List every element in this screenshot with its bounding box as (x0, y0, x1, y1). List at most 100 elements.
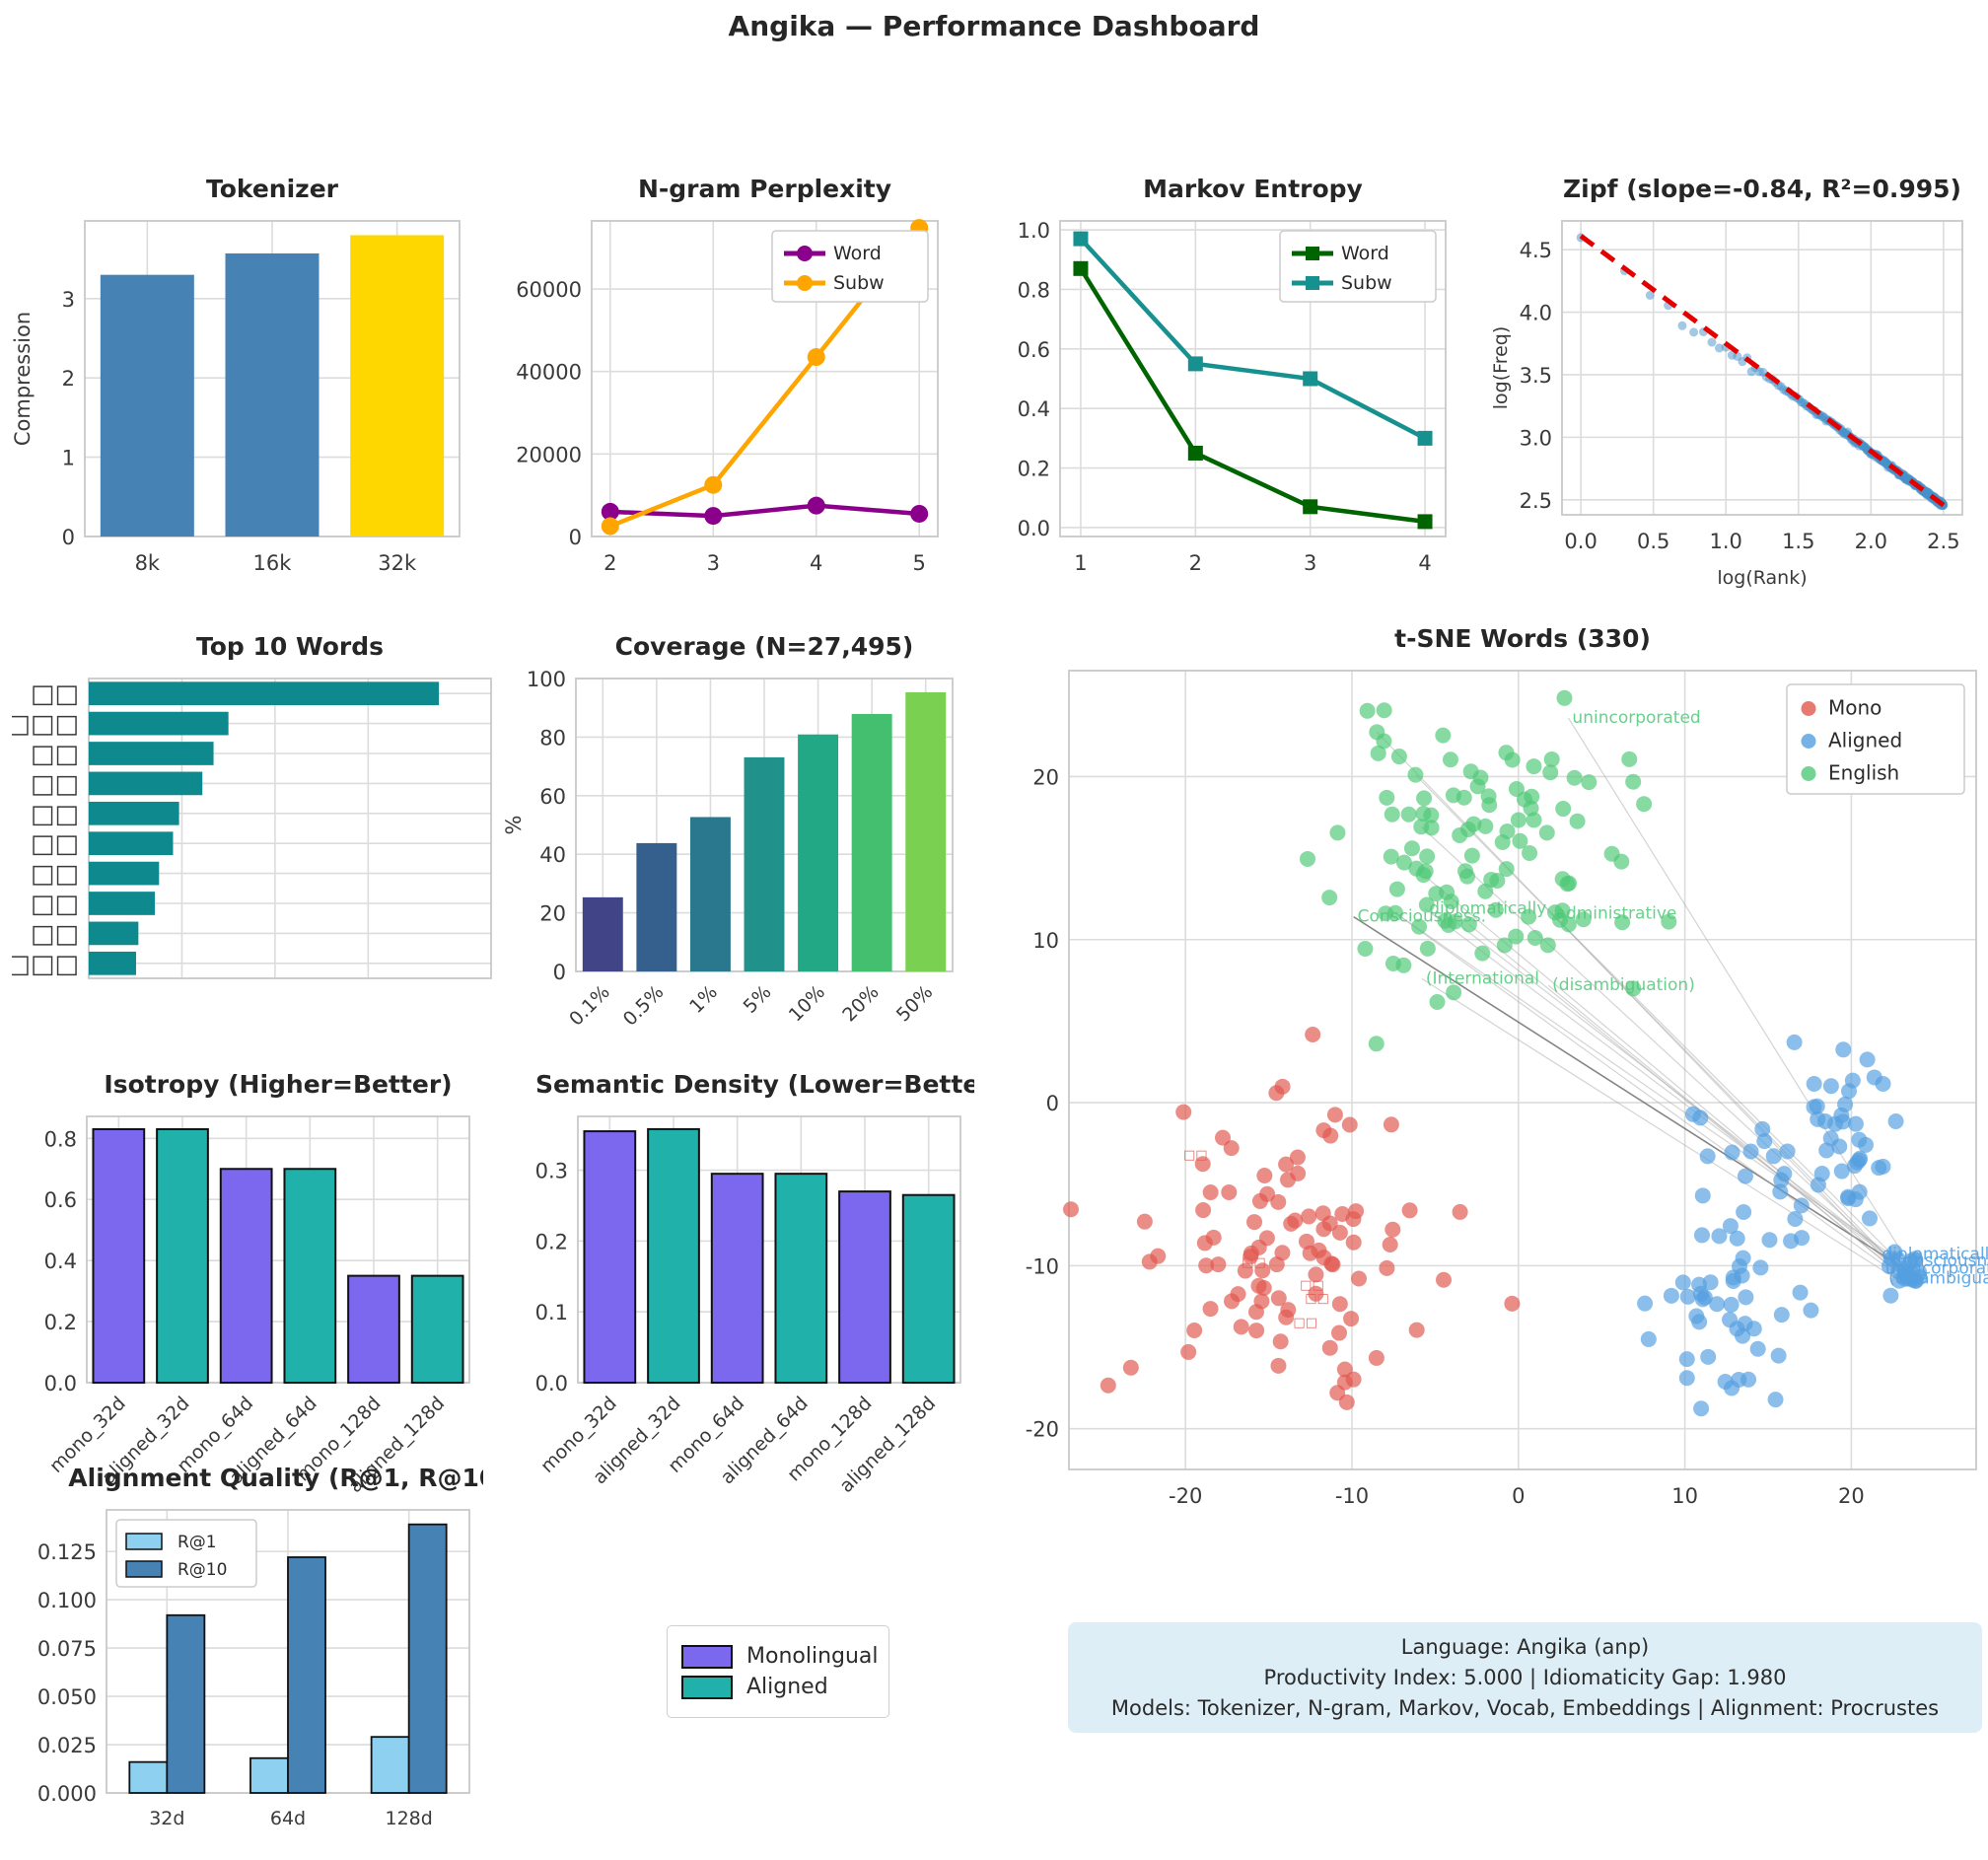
svg-text:Zipf (slope=-0.84, R²=0.995): Zipf (slope=-0.84, R²=0.995) (1563, 175, 1961, 203)
svg-text:4: 4 (1418, 551, 1431, 575)
svg-text:□□: □□ (1183, 1148, 1208, 1163)
svg-text:Alignment Quality (R@1, R@10): Alignment Quality (R@1, R@10) (68, 1464, 483, 1492)
legend-item-monolingual: Monolingual (681, 1644, 879, 1669)
svg-text:40000: 40000 (516, 361, 582, 385)
aligned-swatch (681, 1675, 733, 1699)
svg-text:20: 20 (1032, 765, 1059, 789)
semantic-density-chart: Semantic Density (Lower=Better) 0.0 0.1 0.2… (503, 1053, 1003, 1507)
svg-text:Semantic Density (Lower=Better: Semantic Density (Lower=Better) (535, 1070, 974, 1099)
svg-text:1: 1 (1074, 551, 1087, 575)
svg-text:0.2: 0.2 (1018, 458, 1050, 481)
svg-text:0.0: 0.0 (1018, 517, 1050, 540)
svg-text:□□: □□ (1300, 1278, 1324, 1293)
semdensity-chart-svg: Semantic Density (Lower=Better) 0.0 0.1 0.2… (535, 1070, 1003, 1497)
svg-text:4.5: 4.5 (1520, 239, 1552, 262)
info-language: Language: Angika (anp) (1400, 1634, 1650, 1659)
svg-text:□□: □□ (31, 890, 79, 919)
svg-text:(disambiguation): (disambiguation) (1552, 975, 1695, 995)
svg-text:0.125: 0.125 (37, 1540, 97, 1564)
svg-text:0.6: 0.6 (44, 1188, 77, 1212)
svg-text:□□: □□ (31, 860, 79, 890)
svg-text:60: 60 (539, 785, 566, 809)
svg-text:0: 0 (1512, 1484, 1525, 1508)
svg-text:t-SNE Words (330): t-SNE Words (330) (1394, 624, 1651, 653)
svg-text:N-gram Perplexity: N-gram Perplexity (638, 175, 891, 203)
markov-entropy-chart: Markov Entropy 0.0 0.2 0.4 0.6 0.8 1.0 1 2 3 4 Word… (981, 146, 1459, 608)
svg-text:128d: 128d (386, 1808, 433, 1829)
svg-text:0.4: 0.4 (1018, 397, 1050, 421)
svg-text:5: 5 (913, 551, 926, 575)
svg-text:5%: 5% (740, 981, 776, 1018)
svg-text:log(Freq): log(Freq) (1490, 326, 1512, 409)
ngram-chart-svg: N-gram Perplexity 0 20000 40000 60000 2 3 4 5 Wor… (516, 175, 939, 575)
svg-text:0.050: 0.050 (37, 1685, 97, 1709)
svg-text:Isotropy (Higher=Better): Isotropy (Higher=Better) (104, 1070, 452, 1099)
svg-text:□□: □□ (31, 829, 79, 859)
top10-chart-svg: Top 10 Words□□□□□□□□□□□□□□□□□□□□□□ (6, 632, 492, 979)
svg-text:0.025: 0.025 (37, 1734, 97, 1757)
coverage-chart: Coverage (N=27,495) 0 20 40 60 80 100% 0.1% 0.5%… (502, 609, 964, 1105)
svg-text:0.8: 0.8 (44, 1127, 77, 1151)
isotropy-chart: Isotropy (Higher=Better) 0.0 0.2 0.4 0.6 0.8 m… (12, 1053, 483, 1507)
svg-text:16k: 16k (253, 551, 293, 575)
svg-text:English: English (1828, 761, 1899, 785)
svg-text:□□: □□ (31, 680, 79, 709)
svg-text:2.5: 2.5 (1927, 530, 1959, 553)
svg-text:32d: 32d (149, 1808, 184, 1829)
svg-text:-10: -10 (1335, 1484, 1369, 1508)
svg-text:-20: -20 (1026, 1418, 1059, 1442)
svg-text:0.3: 0.3 (535, 1160, 568, 1183)
svg-text:□□: □□ (1305, 1291, 1329, 1306)
svg-text:32k: 32k (378, 551, 417, 575)
tokenizer-chart-svg: Tokenizer 0 1 2 3 Compression 8k 16k 32k (11, 175, 461, 575)
svg-text:Consciousness.: Consciousness. (1358, 907, 1486, 927)
svg-text:10: 10 (1032, 929, 1059, 953)
svg-text:Aligned: Aligned (1828, 729, 1902, 752)
svg-text:60000: 60000 (516, 278, 582, 302)
svg-text:Tokenizer: Tokenizer (206, 175, 339, 203)
svg-text:0.0: 0.0 (44, 1372, 77, 1395)
svg-text:100: 100 (527, 668, 566, 691)
svg-text:20000: 20000 (516, 443, 582, 466)
alignment-quality-chart: Alignment Quality (R@1, R@10) 0.000 0.025 0… (12, 1453, 508, 1860)
svg-text:Word: Word (833, 243, 882, 264)
shared-legend: Monolingual Aligned (667, 1625, 889, 1718)
coverage-chart-svg: Coverage (N=27,495) 0 20 40 60 80 100% 0.1% 0.5%… (502, 632, 954, 1031)
top-words-chart: Top 10 Words □□ □□□ □□ □□ □□ □□ □□ □□ □□ □□□ (6, 609, 501, 1061)
svg-text:0.075: 0.075 (37, 1637, 97, 1661)
svg-text:1.0: 1.0 (1018, 219, 1050, 243)
svg-text:%: % (503, 816, 526, 835)
svg-text:Top 10 Words: Top 10 Words (196, 632, 384, 661)
svg-text:1: 1 (62, 447, 75, 470)
svg-text:64d: 64d (270, 1808, 306, 1829)
svg-text:3: 3 (62, 288, 75, 312)
svg-text:□□: □□ (31, 769, 79, 799)
svg-text:0.2: 0.2 (535, 1230, 568, 1253)
svg-text:1.0: 1.0 (1710, 530, 1742, 553)
svg-text:0.8: 0.8 (1018, 278, 1050, 302)
svg-text:0: 0 (569, 526, 582, 549)
ngram-perplexity-chart: N-gram Perplexity 0 20000 40000 60000 2 3 4 5 Wor… (491, 146, 952, 608)
tokenizer-chart: Tokenizer 0 1 2 3 Compression 8k 16k 32k (11, 146, 475, 608)
svg-text:2: 2 (604, 551, 616, 575)
svg-text:0.1: 0.1 (535, 1301, 568, 1324)
svg-text:R@10: R@10 (178, 1560, 227, 1580)
svg-text:2.0: 2.0 (1855, 530, 1887, 553)
summary-info-box: Language: Angika (anp) Productivity Inde… (1068, 1622, 1982, 1733)
svg-text:□□: □□ (31, 919, 79, 949)
svg-text:Markov Entropy: Markov Entropy (1143, 175, 1363, 203)
svg-text:1%: 1% (685, 981, 722, 1018)
svg-text:(disambiguation): (disambiguation) (1888, 1269, 1988, 1289)
svg-text:□□□: □□□ (12, 950, 79, 979)
svg-text:0.1%: 0.1% (565, 981, 614, 1031)
svg-text:3.5: 3.5 (1520, 364, 1552, 388)
svg-text:0.6: 0.6 (1018, 338, 1050, 362)
svg-text:0.0: 0.0 (1564, 530, 1597, 553)
markov-chart-svg: Markov Entropy 0.0 0.2 0.4 0.6 0.8 1.0 1 2 3 4 Word… (1018, 175, 1447, 575)
svg-text:0.2: 0.2 (44, 1311, 77, 1334)
svg-text:10%: 10% (785, 981, 829, 1026)
svg-text:Mono: Mono (1828, 696, 1882, 720)
svg-text:Coverage (N=27,495): Coverage (N=27,495) (615, 632, 914, 661)
svg-text:Word: Word (1341, 243, 1389, 264)
svg-text:2: 2 (1189, 551, 1202, 575)
